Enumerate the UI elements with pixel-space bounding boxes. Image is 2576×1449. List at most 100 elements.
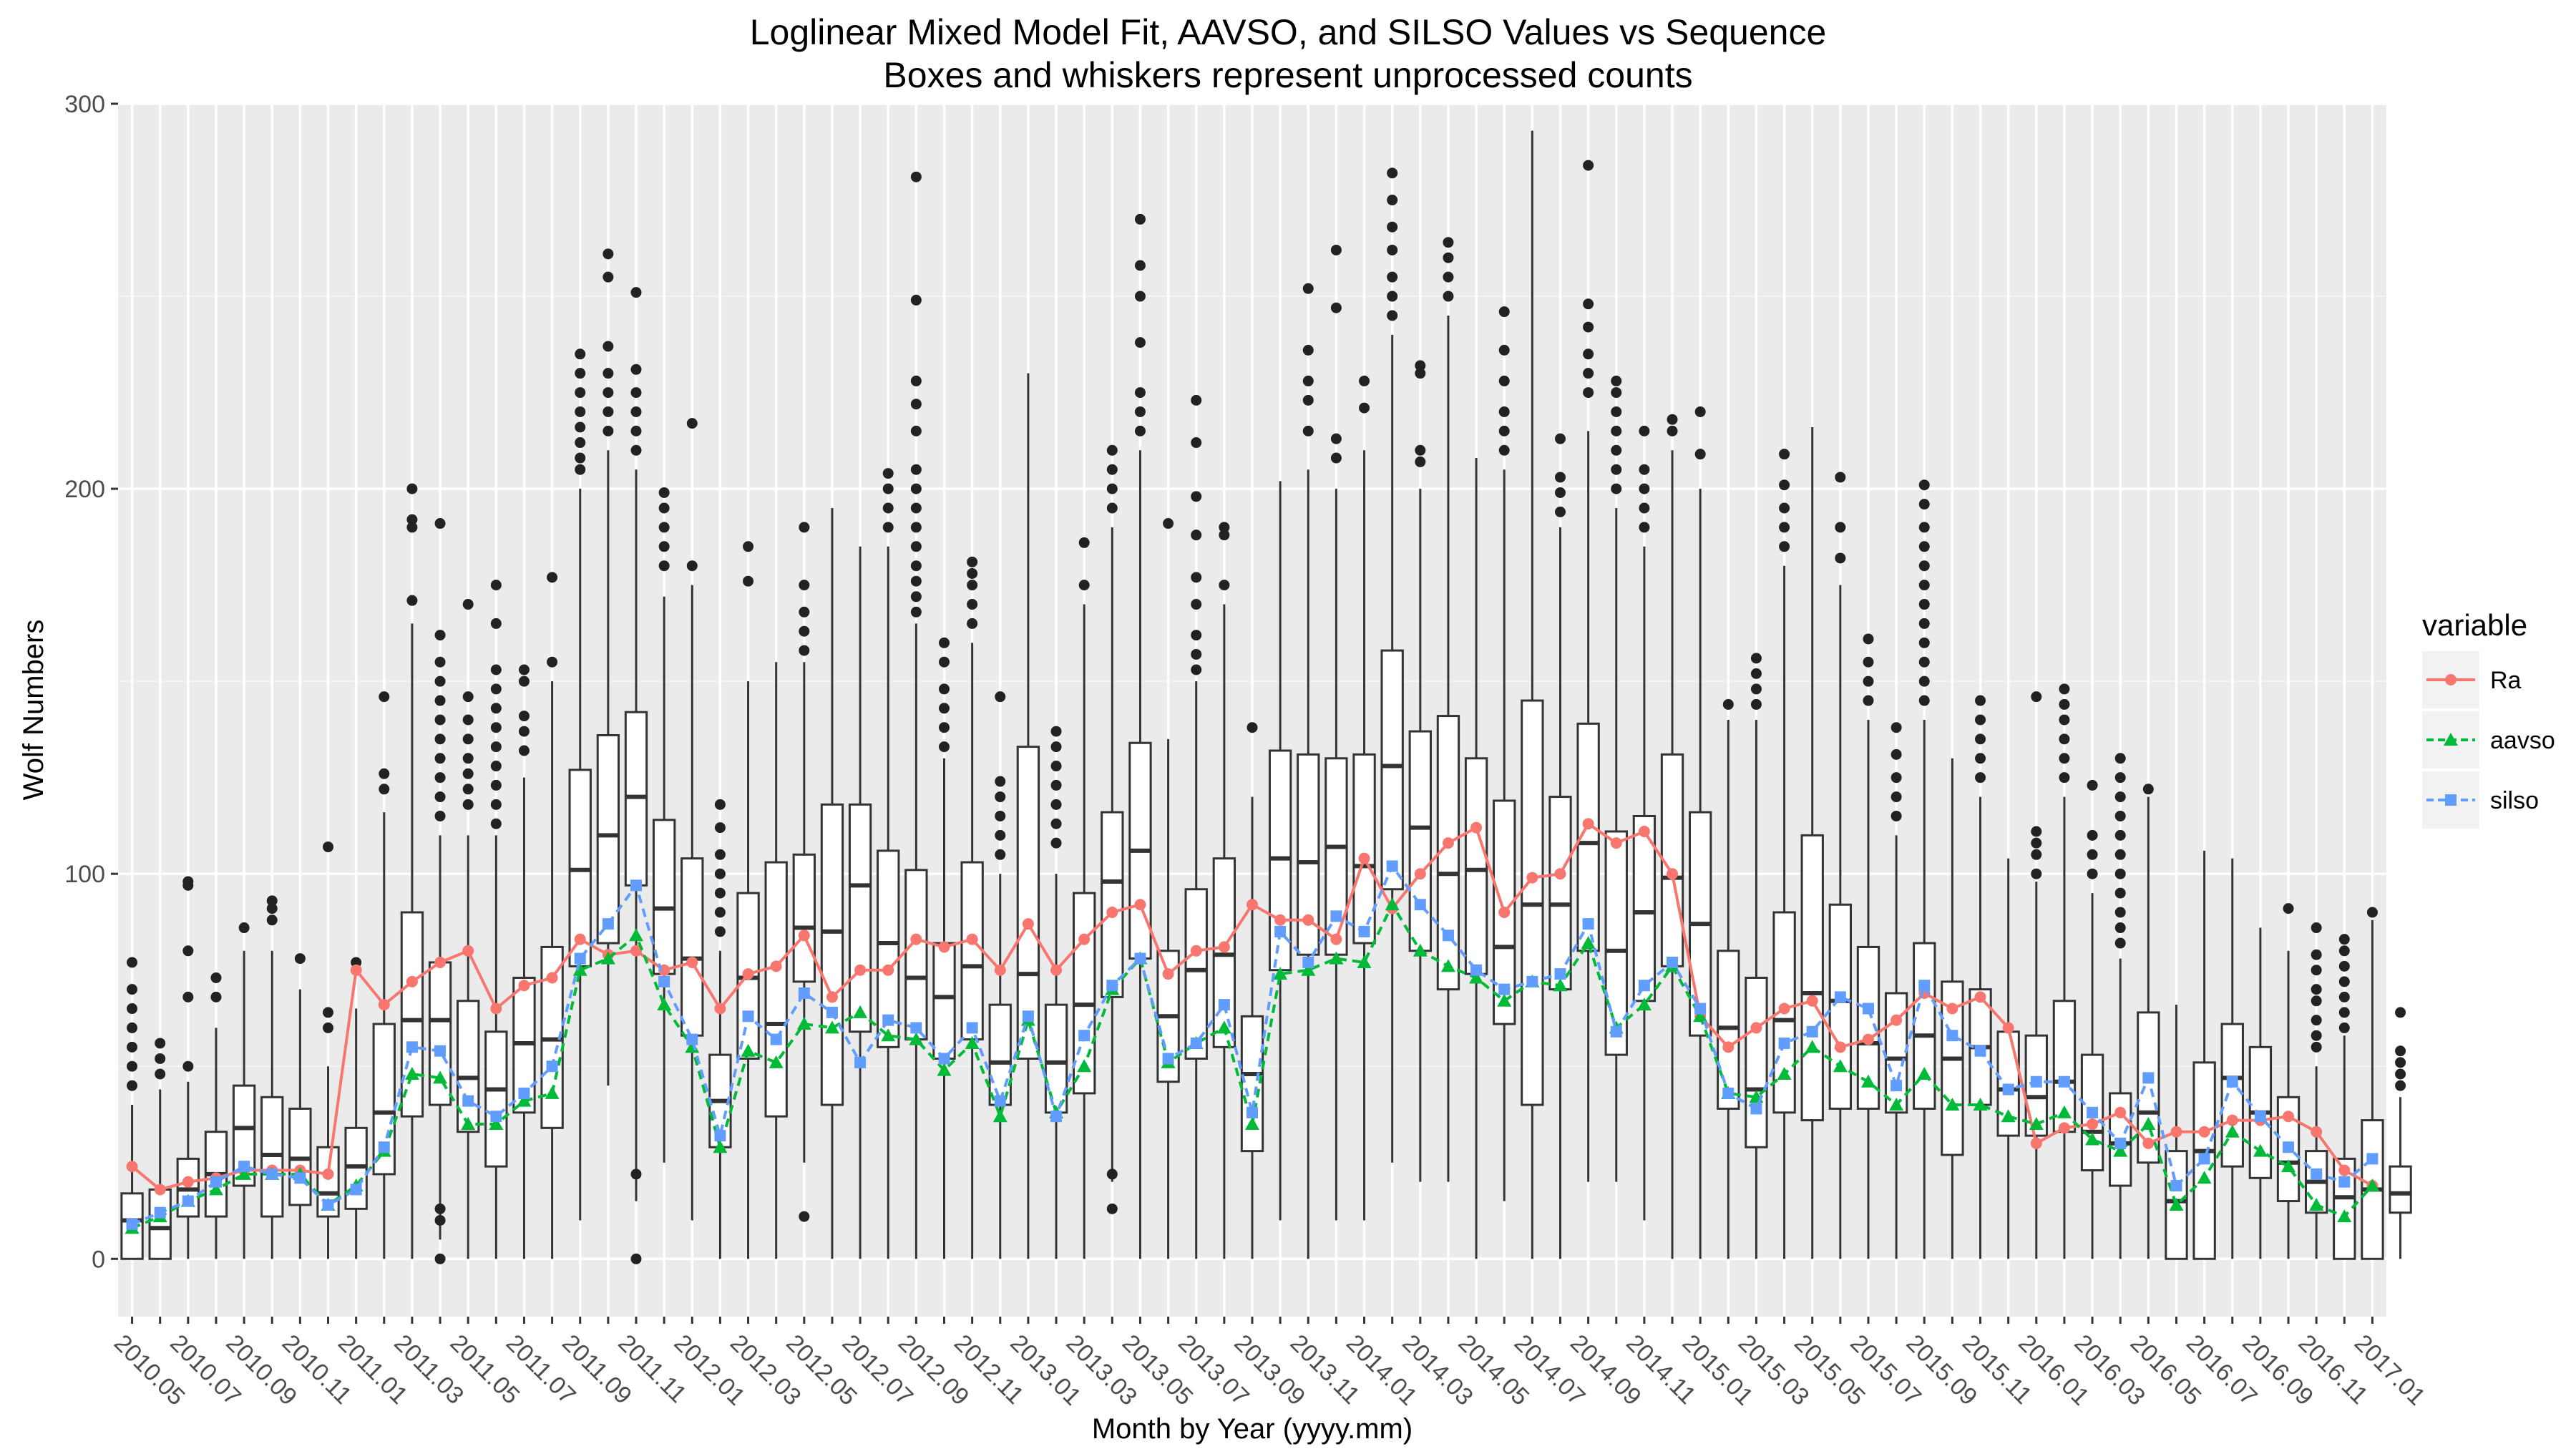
outlier-point xyxy=(127,1041,138,1053)
outlier-point xyxy=(1835,472,1846,483)
outlier-point xyxy=(743,575,754,587)
outlier-point xyxy=(323,1022,334,1033)
outlier-point xyxy=(1415,368,1426,379)
point-aavso xyxy=(1245,1116,1259,1130)
point-silso xyxy=(2002,1083,2014,1096)
outlier-point xyxy=(1191,630,1202,641)
outlier-point xyxy=(939,722,950,733)
point-ra xyxy=(742,968,754,980)
outlier-point xyxy=(910,464,922,475)
legend-marker xyxy=(2444,733,2458,746)
outlier-point xyxy=(1191,648,1202,660)
outlier-point xyxy=(155,1068,166,1080)
point-aavso xyxy=(2029,1116,2044,1130)
boxplot xyxy=(652,487,676,1163)
outlier-point xyxy=(2338,1022,2350,1033)
point-silso xyxy=(994,1095,1006,1107)
outlier-point xyxy=(1639,425,1650,436)
outlier-point xyxy=(1387,271,1398,283)
point-aavso xyxy=(2085,1132,2100,1146)
point-aavso xyxy=(1889,1098,1904,1111)
point-ra xyxy=(686,956,698,968)
outlier-point xyxy=(658,541,670,552)
outlier-point xyxy=(127,984,138,995)
outlier-point xyxy=(882,483,894,494)
point-ra xyxy=(462,945,474,957)
outlier-point xyxy=(1918,479,1930,491)
point-silso xyxy=(1078,1030,1091,1042)
outlier-point xyxy=(406,514,418,525)
outlier-point xyxy=(1387,244,1398,255)
outlier-point xyxy=(1611,375,1622,386)
point-ra xyxy=(1582,818,1594,830)
point-ra xyxy=(826,991,838,1003)
outlier-point xyxy=(799,1211,810,1222)
point-aavso xyxy=(1777,1067,1792,1080)
outlier-point xyxy=(1246,722,1258,733)
outlier-point xyxy=(1890,772,1902,784)
outlier-point xyxy=(1443,237,1454,248)
point-silso xyxy=(1890,1080,1903,1092)
point-silso xyxy=(1667,956,1679,968)
point-silso xyxy=(938,1053,950,1065)
outlier-point xyxy=(518,664,530,675)
outlier-point xyxy=(1050,837,1062,849)
outlier-point xyxy=(995,776,1006,787)
outlier-point xyxy=(1863,656,1874,668)
box xyxy=(1828,903,1853,1110)
outlier-point xyxy=(1134,291,1146,302)
outlier-point xyxy=(2114,772,2126,784)
point-ra xyxy=(406,975,418,987)
outlier-point xyxy=(1219,530,1230,541)
outlier-point xyxy=(490,722,502,733)
box xyxy=(877,849,900,1048)
point-silso xyxy=(1974,1045,1986,1057)
point-aavso xyxy=(1917,1067,1932,1080)
outlier-point xyxy=(434,753,446,764)
point-silso xyxy=(1750,1103,1762,1115)
outlier-point xyxy=(2114,937,2126,949)
boxplot xyxy=(1941,758,1964,1259)
outlier-point xyxy=(995,829,1006,841)
outlier-point xyxy=(2059,698,2070,710)
point-aavso xyxy=(853,1005,868,1018)
outlier-point xyxy=(1779,449,1790,460)
outlier-point xyxy=(1191,664,1202,675)
outlier-point xyxy=(995,810,1006,821)
point-silso xyxy=(2226,1075,2238,1088)
boxplot xyxy=(484,580,508,1259)
point-silso xyxy=(910,1022,922,1034)
outlier-point xyxy=(882,468,894,479)
point-ra xyxy=(1834,1041,1846,1053)
point-ra xyxy=(1442,837,1454,849)
box xyxy=(680,857,704,1037)
outlier-point xyxy=(1863,633,1874,645)
outlier-point xyxy=(182,876,194,887)
outlier-point xyxy=(2031,826,2042,837)
boxplot xyxy=(764,662,788,1259)
outlier-point xyxy=(714,907,726,918)
point-aavso xyxy=(629,928,644,942)
point-silso xyxy=(1862,1002,1874,1015)
outlier-point xyxy=(1359,375,1370,386)
point-silso xyxy=(1470,964,1483,976)
boxplot xyxy=(2052,683,2077,1259)
outlier-point xyxy=(155,1038,166,1049)
point-silso xyxy=(1246,1106,1258,1118)
point-silso xyxy=(2254,1111,2266,1123)
outlier-point xyxy=(686,418,698,429)
outlier-point xyxy=(686,560,698,572)
outlier-point xyxy=(1191,394,1202,406)
point-ra xyxy=(574,933,586,945)
boxplot xyxy=(400,483,424,1259)
outlier-point xyxy=(1694,449,1706,460)
outlier-point xyxy=(434,810,446,821)
box xyxy=(484,1030,508,1168)
point-ra xyxy=(1862,1033,1874,1045)
outlier-point xyxy=(743,541,754,552)
outlier-point xyxy=(2059,714,2070,726)
outlier-point xyxy=(1722,698,1734,710)
outlier-point xyxy=(1750,668,1762,679)
outlier-point xyxy=(406,595,418,606)
point-ra xyxy=(1722,1041,1735,1053)
